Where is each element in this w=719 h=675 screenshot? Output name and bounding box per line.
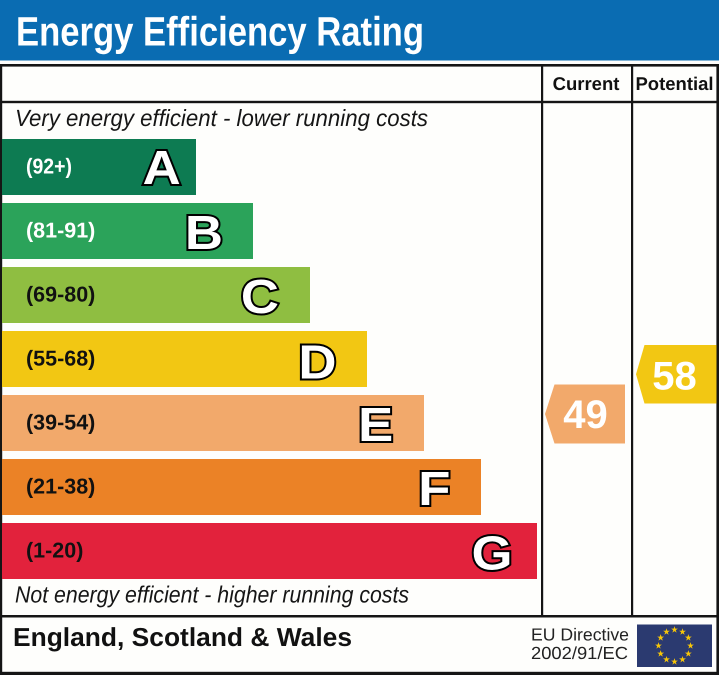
- svg-text:(21-38): (21-38): [26, 475, 95, 499]
- svg-text:Potential: Potential: [635, 73, 713, 94]
- svg-text:Energy Efficiency Rating: Energy Efficiency Rating: [16, 9, 424, 55]
- svg-text:England, Scotland & Wales: England, Scotland & Wales: [13, 622, 352, 652]
- svg-text:(55-68): (55-68): [26, 347, 95, 371]
- svg-text:(1-20): (1-20): [26, 539, 83, 563]
- svg-text:58: 58: [652, 355, 697, 399]
- svg-text:EU Directive: EU Directive: [531, 625, 629, 645]
- svg-text:(81-91): (81-91): [26, 219, 95, 243]
- svg-text:2002/91/EC: 2002/91/EC: [531, 643, 628, 663]
- svg-text:Very energy efficient - lower: Very energy efficient - lower running co…: [15, 105, 428, 131]
- svg-text:Current: Current: [553, 73, 620, 94]
- svg-text:(39-54): (39-54): [26, 411, 95, 435]
- svg-text:(92+): (92+): [26, 155, 72, 179]
- svg-text:49: 49: [563, 393, 608, 437]
- svg-text:(69-80): (69-80): [26, 283, 95, 307]
- svg-text:Not energy efficient - higher: Not energy efficient - higher running co…: [15, 582, 409, 608]
